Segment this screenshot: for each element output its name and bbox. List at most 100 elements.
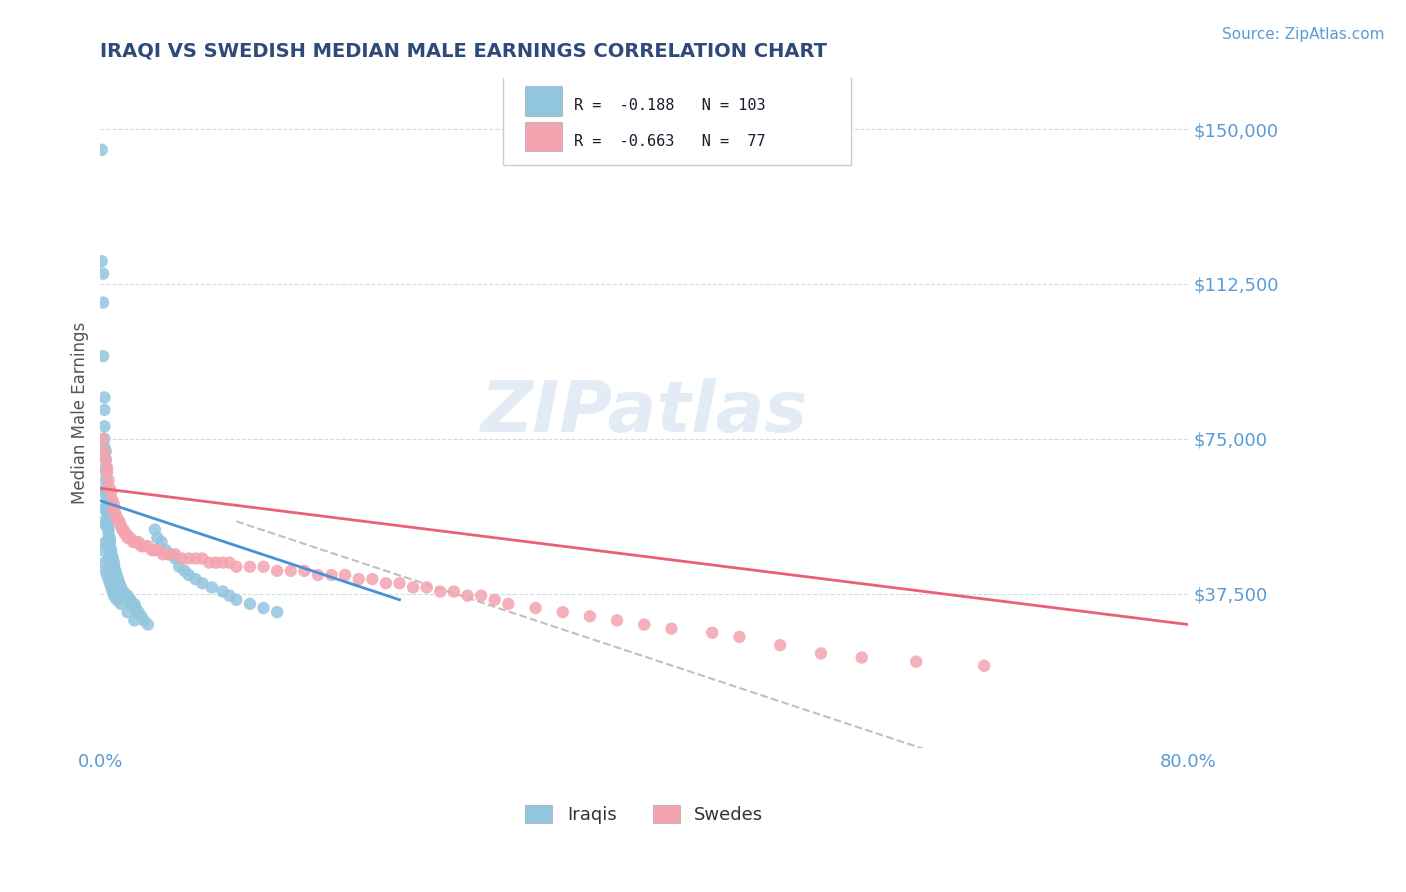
- Point: [218, 556, 240, 570]
- Point: [201, 581, 224, 595]
- Point: [98, 543, 121, 558]
- Point: [252, 559, 274, 574]
- Point: [98, 531, 121, 545]
- Point: [103, 564, 125, 578]
- Point: [97, 514, 120, 528]
- Point: [93, 391, 115, 405]
- Point: [524, 601, 547, 615]
- Point: [100, 551, 122, 566]
- Point: [211, 556, 233, 570]
- Point: [415, 581, 437, 595]
- Point: [122, 535, 145, 549]
- Point: [143, 543, 166, 558]
- Point: [127, 535, 149, 549]
- Point: [470, 589, 492, 603]
- Point: [91, 432, 114, 446]
- Point: [98, 576, 121, 591]
- Point: [93, 419, 115, 434]
- Point: [148, 543, 170, 558]
- Point: [108, 514, 131, 528]
- Point: [115, 526, 138, 541]
- Point: [94, 518, 117, 533]
- Point: [456, 589, 478, 603]
- Point: [728, 630, 751, 644]
- Point: [484, 592, 506, 607]
- Point: [111, 584, 134, 599]
- FancyBboxPatch shape: [524, 122, 561, 152]
- Point: [104, 568, 127, 582]
- Point: [96, 502, 118, 516]
- Point: [103, 559, 125, 574]
- Point: [91, 485, 114, 500]
- Point: [101, 584, 124, 599]
- Point: [117, 531, 139, 545]
- Point: [97, 551, 120, 566]
- Point: [107, 572, 129, 586]
- Point: [266, 564, 288, 578]
- Point: [114, 589, 136, 603]
- Point: [132, 539, 155, 553]
- Text: ZIPatlas: ZIPatlas: [481, 378, 808, 448]
- Point: [101, 556, 124, 570]
- Point: [120, 531, 142, 545]
- Point: [633, 617, 655, 632]
- Point: [333, 568, 356, 582]
- Point: [388, 576, 411, 591]
- Point: [120, 592, 142, 607]
- Point: [184, 551, 207, 566]
- Point: [93, 444, 115, 458]
- Point: [90, 143, 112, 157]
- Point: [101, 556, 124, 570]
- Point: [101, 551, 124, 566]
- Point: [96, 535, 118, 549]
- Point: [110, 518, 132, 533]
- Point: [239, 559, 262, 574]
- Point: [118, 592, 141, 607]
- Legend: Iraqis, Swedes: Iraqis, Swedes: [517, 797, 770, 831]
- Point: [121, 597, 143, 611]
- Point: [170, 551, 193, 566]
- Point: [91, 295, 114, 310]
- Point: [198, 556, 221, 570]
- Point: [94, 564, 117, 578]
- Point: [225, 592, 247, 607]
- Point: [94, 452, 117, 467]
- Point: [91, 543, 114, 558]
- Point: [101, 493, 124, 508]
- Point: [91, 267, 114, 281]
- Point: [225, 559, 247, 574]
- Point: [94, 460, 117, 475]
- Point: [239, 597, 262, 611]
- Point: [93, 502, 115, 516]
- Point: [184, 572, 207, 586]
- Point: [94, 481, 117, 495]
- Point: [96, 506, 118, 520]
- Point: [402, 581, 425, 595]
- Point: [94, 473, 117, 487]
- Point: [105, 568, 128, 582]
- Y-axis label: Median Male Earnings: Median Male Earnings: [72, 322, 89, 504]
- Point: [443, 584, 465, 599]
- Point: [97, 510, 120, 524]
- Point: [218, 589, 240, 603]
- Point: [97, 473, 120, 487]
- Point: [94, 535, 117, 549]
- Point: [93, 432, 115, 446]
- Point: [96, 568, 118, 582]
- Point: [165, 547, 187, 561]
- Point: [211, 584, 233, 599]
- Point: [292, 564, 315, 578]
- Point: [112, 584, 135, 599]
- Point: [266, 605, 288, 619]
- Point: [105, 510, 128, 524]
- FancyBboxPatch shape: [524, 87, 561, 116]
- Point: [191, 551, 214, 566]
- Point: [321, 568, 343, 582]
- Point: [579, 609, 602, 624]
- Point: [280, 564, 302, 578]
- Point: [136, 617, 159, 632]
- Point: [97, 523, 120, 537]
- Point: [93, 514, 115, 528]
- Point: [96, 493, 118, 508]
- Point: [114, 526, 136, 541]
